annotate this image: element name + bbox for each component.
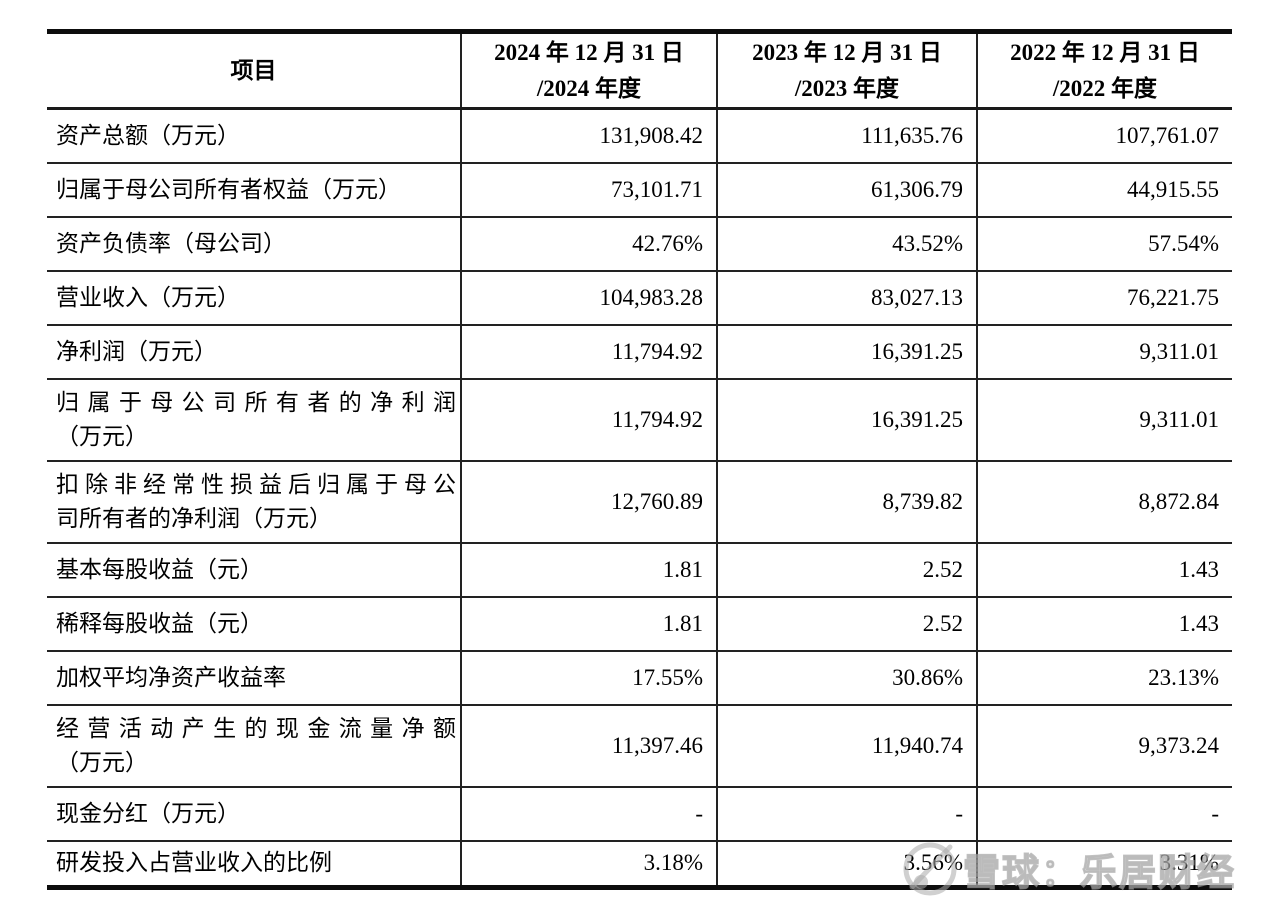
table-row: 归属于母公司所有者的净利润 （万元） 11,794.92 16,391.25 9… (47, 378, 1232, 462)
table-row: 经营活动产生的现金流量净额 （万元） 11,397.46 11,940.74 9… (47, 704, 1232, 788)
cell-value: 17.55% (460, 650, 717, 706)
cell-value: 16,391.25 (716, 324, 977, 380)
row-label: 现金分红（万元） (47, 786, 461, 842)
cell-value: 11,794.92 (460, 378, 717, 462)
cell-value: 11,397.46 (460, 704, 717, 788)
cell-value: 8,872.84 (976, 460, 1232, 544)
header-2022: 2022 年 12 月 31 日 /2022 年度 (976, 31, 1232, 110)
row-label: 归属于母公司所有者的净利润 （万元） (47, 378, 461, 462)
row-label: 扣除非经常性损益后归属于母公 司所有者的净利润（万元） (47, 460, 461, 544)
row-label: 营业收入（万元） (47, 270, 461, 326)
table-row: 扣除非经常性损益后归属于母公 司所有者的净利润（万元） 12,760.89 8,… (47, 460, 1232, 544)
cell-value: 30.86% (716, 650, 977, 706)
row-label: 研发投入占营业收入的比例 (56, 850, 332, 876)
row-label: 基本每股收益（元） (47, 542, 461, 598)
cell-value: 1.81 (460, 596, 717, 652)
table-row: 资产负债率（母公司） 42.76% 43.52% 57.54% (47, 216, 1232, 272)
cell-value: 111,635.76 (716, 108, 977, 164)
header-2024-line1: 2024 年 12 月 31 日 (494, 39, 684, 65)
cell-value: 83,027.13 (716, 270, 977, 326)
table-row: 基本每股收益（元） 1.81 2.52 1.43 (47, 542, 1232, 598)
table-row: 现金分红（万元） - - - (47, 786, 1232, 842)
table-row: 归属于母公司所有者权益（万元） 73,101.71 61,306.79 44,9… (47, 162, 1232, 218)
header-2023-line2: /2023 年度 (794, 75, 900, 101)
cell-value: 1.43 (976, 596, 1232, 652)
header-2024-line2: /2024 年度 (536, 75, 642, 101)
header-2023: 2023 年 12 月 31 日 /2023 年度 (716, 31, 977, 110)
cell-value: - (716, 786, 977, 842)
row-label: 资产负债率（母公司） (47, 216, 461, 272)
cell-value: 57.54% (976, 216, 1232, 272)
cell-value: 76,221.75 (976, 270, 1232, 326)
table-header-row: 项目 2024 年 12 月 31 日 /2024 年度 2023 年 12 月… (47, 31, 1232, 110)
cell-value: 104,983.28 (460, 270, 717, 326)
row-label: 资产总额（万元） (47, 108, 461, 164)
table-row: 净利润（万元） 11,794.92 16,391.25 9,311.01 (47, 324, 1232, 380)
table-row: 加权平均净资产收益率 17.55% 30.86% 23.13% (47, 650, 1232, 706)
header-item-label: 项目 (230, 57, 277, 83)
cell-value: 1.81 (460, 542, 717, 598)
cell-value: 131,908.42 (460, 108, 717, 164)
row-label: 加权平均净资产收益率 (47, 650, 461, 706)
header-2022-line2: /2022 年度 (1052, 75, 1158, 101)
cell-value: 9,311.01 (976, 378, 1232, 462)
cell-value: 2.52 (716, 596, 977, 652)
table-row: 研发投入占营业收入的比例 3.18% 3.56% 3.31% (47, 840, 1232, 888)
cell-value: 107,761.07 (976, 108, 1232, 164)
cell-value: 42.76% (460, 216, 717, 272)
cell-value: 11,794.92 (460, 324, 717, 380)
cell-value: 61,306.79 (716, 162, 977, 218)
cell-value: 16,391.25 (716, 378, 977, 462)
financial-summary-table: 项目 2024 年 12 月 31 日 /2024 年度 2023 年 12 月… (47, 29, 1232, 890)
cell-value: 3.31% (976, 840, 1232, 888)
cell-value: 12,760.89 (460, 460, 717, 544)
cell-value: 1.43 (976, 542, 1232, 598)
row-label: 归属于母公司所有者权益（万元） (47, 162, 461, 218)
table-row: 资产总额（万元） 131,908.42 111,635.76 107,761.0… (47, 108, 1232, 164)
cell-value: 9,373.24 (976, 704, 1232, 788)
cell-value: 9,311.01 (976, 324, 1232, 380)
cell-value: 23.13% (976, 650, 1232, 706)
header-2024: 2024 年 12 月 31 日 /2024 年度 (460, 31, 717, 110)
cell-value: - (460, 786, 717, 842)
cell-value: 3.56% (716, 840, 977, 888)
cell-value: 44,915.55 (976, 162, 1232, 218)
header-2022-line1: 2022 年 12 月 31 日 (1010, 39, 1200, 65)
cell-value: 11,940.74 (716, 704, 977, 788)
row-label: 稀释每股收益（元） (47, 596, 461, 652)
row-label: 经营活动产生的现金流量净额 （万元） (47, 704, 461, 788)
cell-value: 73,101.71 (460, 162, 717, 218)
cell-value: 8,739.82 (716, 460, 977, 544)
header-2023-line1: 2023 年 12 月 31 日 (752, 39, 942, 65)
row-label: 净利润（万元） (47, 324, 461, 380)
cell-value: 3.18% (460, 840, 717, 888)
cell-value: 43.52% (716, 216, 977, 272)
table-row: 稀释每股收益（元） 1.81 2.52 1.43 (47, 596, 1232, 652)
header-item: 项目 (47, 31, 461, 110)
cell-value: - (976, 786, 1232, 842)
table-row: 营业收入（万元） 104,983.28 83,027.13 76,221.75 (47, 270, 1232, 326)
cell-value: 2.52 (716, 542, 977, 598)
